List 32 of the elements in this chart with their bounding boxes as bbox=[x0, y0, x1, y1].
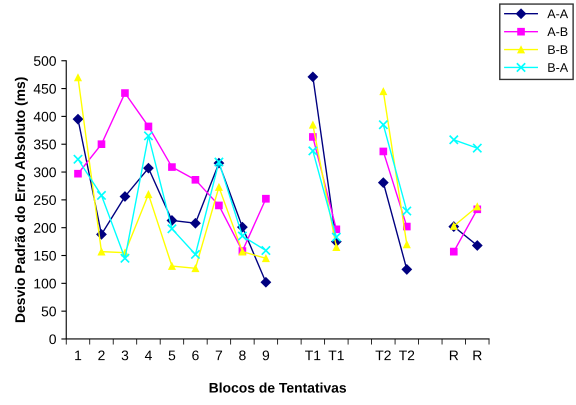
legend-label: A-A bbox=[547, 10, 568, 18]
x-tick-label: 8 bbox=[239, 350, 246, 360]
legend-label: B-A bbox=[548, 63, 568, 72]
x-tick-label: 3 bbox=[122, 350, 128, 360]
x-tick-label: 7 bbox=[216, 350, 222, 360]
y-tick-label: 300 bbox=[34, 167, 56, 178]
x-tick-label: R bbox=[450, 350, 458, 360]
y-tick-label: 350 bbox=[34, 140, 56, 150]
y-tick-label: 50 bbox=[42, 306, 56, 316]
x-tick-label: 2 bbox=[98, 350, 105, 360]
legend-label: A-B bbox=[547, 27, 568, 36]
y-tick-label: 0 bbox=[49, 334, 56, 344]
legend-label: B-B bbox=[548, 45, 568, 54]
x-tick-label: 6 bbox=[192, 350, 199, 360]
y-axis-title: Desvio Padrão do Erro Absoluto (ms) bbox=[14, 77, 28, 322]
x-tick-label: R bbox=[473, 350, 482, 360]
x-tick-label: T1 bbox=[328, 350, 344, 360]
y-tick-label: 150 bbox=[34, 250, 56, 261]
x-tick-label: T1 bbox=[305, 350, 320, 360]
x-tick-label: T2 bbox=[399, 350, 414, 360]
y-tick-label: 400 bbox=[34, 112, 56, 122]
x-tick-label: T2 bbox=[376, 350, 391, 360]
x-tick-label: 9 bbox=[262, 350, 270, 360]
x-axis-title: Blocos de Tentativas bbox=[210, 382, 346, 393]
x-tick-label: 1 bbox=[75, 350, 82, 360]
y-tick-label: 450 bbox=[34, 84, 56, 94]
x-tick-label: 5 bbox=[168, 350, 176, 360]
y-tick-label: 200 bbox=[34, 223, 56, 233]
y-tick-label: 500 bbox=[34, 56, 56, 66]
x-tick-label: 4 bbox=[144, 350, 152, 360]
y-tick-label: 100 bbox=[34, 278, 56, 289]
y-tick-label: 250 bbox=[34, 195, 56, 206]
